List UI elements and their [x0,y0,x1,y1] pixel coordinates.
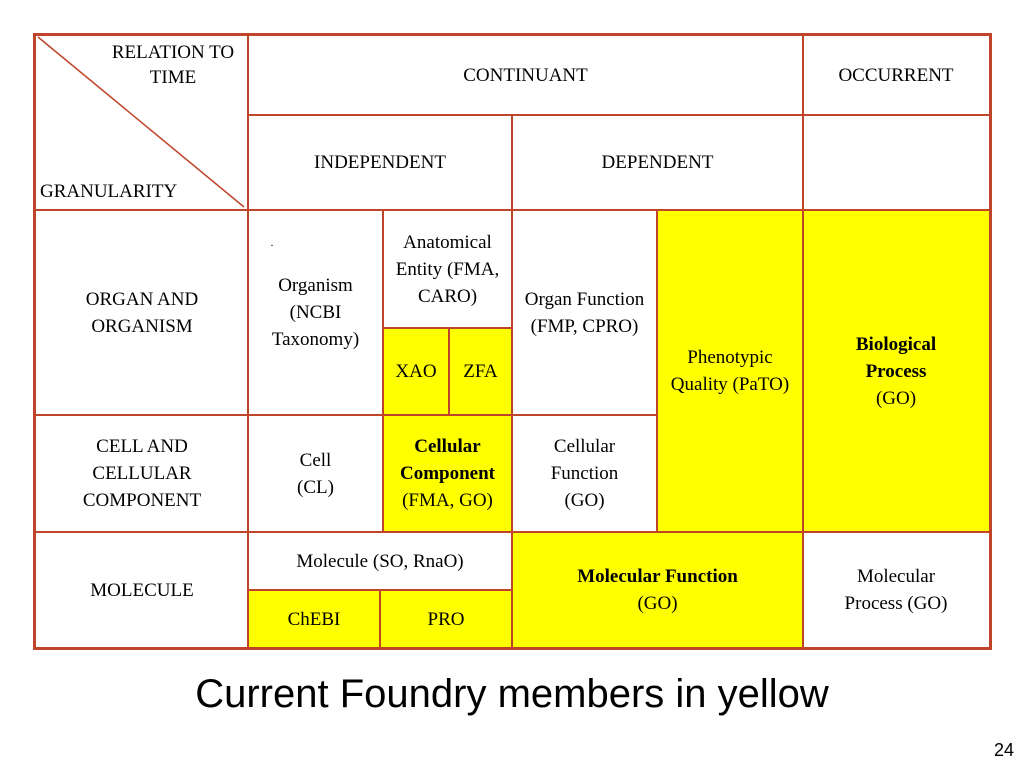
gridline [382,210,384,532]
cell-organism: Organism (NCBI Taxonomy) [248,210,383,415]
stray-dot: · [270,238,274,252]
page-number: 24 [993,740,1014,760]
gridline [802,36,804,648]
header-dependent: DEPENDENT [512,115,803,210]
cell-biological-process: Biological Process (GO) [803,210,989,532]
ontology-table [33,33,992,650]
gridline [247,36,249,648]
cell-organ-function: Organ Function (FMP, CPRO) [512,210,657,415]
gridline [36,414,657,416]
phenotypic-label: Phenotypic Quality (PaTO) [670,347,790,395]
cell-xao: XAO [383,328,449,415]
row-molecule: MOLECULE [36,532,248,648]
cell-phenotypic-quality: Phenotypic Quality (PaTO) [657,210,803,532]
gridline [248,114,989,116]
organ-row-label: ORGAN AND ORGANISM [85,288,199,337]
molecule-label: Molecule (SO, RnaO) [296,550,464,572]
cell-zfa: ZFA [449,328,512,415]
header-independent: INDEPENDENT [248,115,512,210]
gridline [383,327,512,329]
corner-granularity: GRANULARITY [40,181,178,202]
organism-label: Organism (NCBI Taxonomy) [271,275,360,350]
cell-cellular-function: Cellular Function (GO) [512,415,657,532]
dependent-label: DEPENDENT [601,152,714,173]
gridline [448,328,450,415]
gridline [511,115,513,648]
cell-cellular-component: Cellular Component (FMA, GO) [383,415,512,532]
cell-cl-label: Cell (CL) [297,449,334,498]
continuant-label: CONTINUANT [463,65,588,86]
occurrent-label: OCCURRENT [838,65,954,86]
corner-relation-to-time: RELATION TO TIME [111,42,235,88]
cell-molecule: Molecule (SO, RnaO) [248,532,512,590]
gridline [379,590,381,648]
slide-caption: Current Foundry members in yellow [195,672,829,716]
chebi-label: ChEBI [287,608,341,630]
cell-anatomical-entity: Anatomical Entity (FMA, CARO) [383,210,512,328]
xao-label: XAO [395,361,437,382]
molecular-function-label: Molecular Function [577,566,738,587]
cell-row-label: CELL AND CELLULAR COMPONENT [82,436,202,511]
organ-function-label: Organ Function (FMP, CPRO) [524,288,645,337]
bio-process-label: Biological Process [855,333,937,382]
row-organ-organism: ORGAN AND ORGANISM [36,210,248,415]
row-cell-component: CELL AND CELLULAR COMPONENT [36,415,248,532]
cell-pro: PRO [380,590,512,648]
cell-chebi: ChEBI [248,590,380,648]
independent-label: INDEPENDENT [314,152,446,173]
molecular-function-sub: (GO) [637,593,678,614]
cell-molecular-function: Molecular Function (GO) [512,532,803,648]
header-continuant: CONTINUANT [248,36,803,115]
header-occurrent: OCCURRENT [803,36,989,115]
zfa-label: ZFA [463,361,498,382]
gridline [656,210,658,532]
pro-label: PRO [427,608,465,630]
bio-process-sub: (GO) [875,387,917,409]
cellular-function-label: Cellular Function (GO) [550,436,619,511]
anatomical-label: Anatomical Entity (FMA, CARO) [395,231,500,307]
cellular-component-label: Cellular Component [399,436,495,484]
molecule-row-label: MOLECULE [90,579,194,601]
molecular-process-label: Molecular Process (GO) [844,566,948,614]
cell-molecular-process: Molecular Process (GO) [803,532,989,648]
cell-cell-cl: Cell (CL) [248,415,383,532]
cellular-component-sub: (FMA, GO) [402,490,493,511]
